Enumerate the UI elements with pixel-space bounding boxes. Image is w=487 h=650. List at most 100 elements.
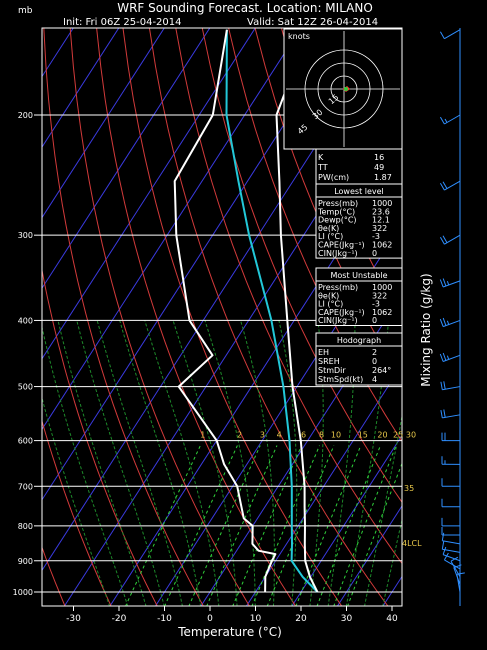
lowest_level-frame [315, 183, 403, 259]
hodograph-storm-motion [344, 87, 348, 91]
chart-valid-time: Valid: Sat 12Z 26-04-2014 [247, 17, 378, 28]
isotherm-line [200, 591, 211, 606]
wind-barb-flag [443, 409, 446, 418]
moist-adiabat-line [76, 320, 165, 606]
lowest_level-heading: Lowest level [334, 187, 384, 196]
wind-barb-flag [442, 352, 447, 361]
mixing-ratio-line [164, 445, 238, 606]
mixing-ratio-label: 4 [277, 431, 282, 440]
x-tick-label: -20 [112, 614, 127, 624]
wind-barb-flag [441, 541, 445, 550]
moist-adiabat-line [309, 320, 324, 606]
wind-barb-flag [443, 552, 449, 561]
x-tick-label: 40 [386, 614, 398, 624]
moist-adiabat-line [172, 320, 238, 606]
wind-barb-flag [439, 353, 444, 362]
wind-barb [450, 560, 461, 578]
wind-barb-flag [442, 235, 448, 243]
y-axis-label-right: Mixing Ratio (g/kg) [419, 273, 433, 386]
mixing-ratio-line [316, 445, 381, 606]
wind-barb-flag [442, 317, 447, 326]
x-tick-label: -10 [157, 614, 172, 624]
lowest_level-row-value: 12.1 [372, 216, 390, 225]
isotherm-line [63, 591, 74, 606]
dry-adiabat-line [0, 0, 19, 607]
mixing-ratio-line [333, 445, 397, 606]
hodograph_box-row-label: EH [318, 348, 329, 357]
isotherm-line [391, 575, 402, 593]
moist-adiabat-line [42, 324, 129, 606]
pressure-tick-label: 500 [18, 383, 33, 392]
moist-adiabat-line [204, 320, 256, 606]
mixing-ratio-line [125, 445, 201, 606]
wind-barb-flag [442, 181, 448, 189]
lowest_level-row-value: 23.6 [372, 207, 390, 216]
chart-title: WRF Sounding Forecast. Location: MILANO [117, 1, 373, 15]
x-axis-ticks: -30 -20 -10 0 10 20 30 40 [66, 606, 398, 624]
hodograph-ring-30 [317, 62, 371, 116]
mixing-ratio-labels: 1 2 3 4 6 8 10 15 20 25 30 [200, 431, 416, 440]
sounding-profiles [173, 29, 319, 593]
wind-barb [444, 180, 461, 191]
most_unstable-row-label: Press(mb) [318, 283, 358, 292]
hodograph_box-row-value: 2 [372, 348, 377, 357]
mixing-ratio-line [347, 462, 402, 606]
isotherm-line [118, 152, 402, 593]
dry-adiabat-line [42, 546, 66, 606]
wind-barb-flag [442, 546, 447, 555]
lowest_level-row-value: 1062 [372, 241, 392, 250]
hodograph_box-row-value: 4 [372, 375, 377, 384]
isotherm-line [109, 591, 120, 606]
lowest_level-row-label: LI (°C) [318, 232, 343, 241]
pw-label: PW(cm) [318, 173, 349, 182]
k-index-value: 16 [374, 153, 384, 162]
isotherm-line [42, 28, 256, 360]
isotherm-line [6, 592, 28, 626]
most-unstable-box: Most Unstable Press(mb) 1000 θe(K) 322 LI (°C… [315, 267, 403, 326]
level-35-label: 35 [404, 484, 414, 493]
dry-adiabat-line [42, 419, 112, 606]
moist-adiabat-line [42, 396, 111, 606]
wind-barb-flag [439, 31, 445, 39]
most_unstable-row-value: 322 [372, 291, 387, 300]
wind-barb [442, 548, 461, 553]
moist-adiabat-line [240, 320, 275, 606]
isotherm-line [300, 434, 402, 593]
most_unstable-row-value: -3 [372, 300, 380, 309]
hodograph-label: knots [288, 32, 310, 41]
indices-box: K 16 TT 49 PW(cm) 1.87 [315, 148, 403, 185]
isotherm-line [42, 28, 74, 78]
wind-barb [444, 29, 461, 40]
moist-adiabat-line [57, 320, 147, 606]
mixing-ratio-label: 3 [260, 431, 265, 440]
most_unstable-row-label: CIN(Jkg⁻¹) [318, 316, 358, 325]
hodograph_box-row-value: 0 [372, 357, 377, 366]
dewpoint-profile-line [173, 29, 277, 593]
most_unstable-row-label: CAPE(Jkg⁻¹) [318, 308, 365, 317]
isotherm-line [42, 28, 120, 148]
wind-barb-flag [446, 281, 450, 286]
pressure-tick-label: 300 [18, 231, 33, 240]
isotherm-line [382, 591, 393, 606]
chart-init-time: Init: Fri 06Z 25-04-2014 [63, 17, 182, 28]
dry-adiabat-line [479, 0, 487, 607]
lowest_level-row-label: Press(mb) [318, 199, 358, 208]
pressure-tick-label: 900 [18, 557, 33, 566]
lowest_level-row-label: θe(K) [318, 224, 339, 233]
most_unstable-row-value: 1062 [372, 308, 392, 317]
wind-barb-flag [439, 236, 445, 245]
pressure-ticks: 200 300 400 500 600 700 800 900 1000 [13, 111, 42, 597]
dry-adiabat-line [175, 28, 402, 565]
isotherm-line [438, 8, 487, 592]
most_unstable-heading: Most Unstable [331, 271, 388, 280]
mixing-ratio-line [232, 445, 302, 606]
mixing-ratio-label: 10 [331, 431, 341, 440]
wind-barb [442, 554, 461, 562]
parcel-path-line [225, 29, 319, 593]
dry-adiabat-line [122, 28, 343, 606]
most_unstable-frame [315, 267, 403, 326]
moist-adiabat-line [345, 320, 390, 606]
hodograph_box-row-value: 264° [372, 366, 391, 375]
x-tick-label: -30 [66, 614, 81, 624]
